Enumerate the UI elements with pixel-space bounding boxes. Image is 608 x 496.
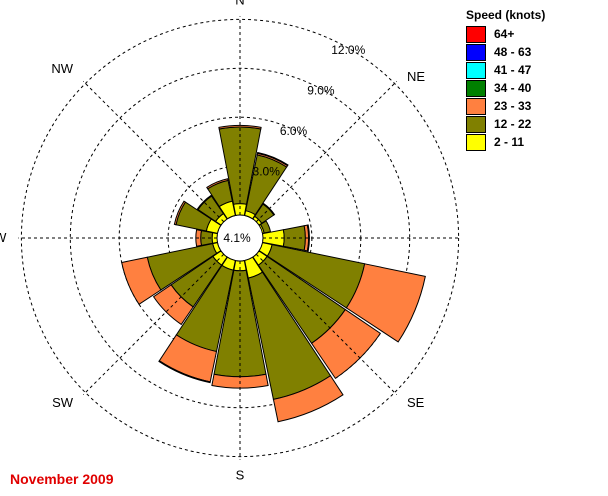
calm-label: 4.1% — [223, 231, 251, 245]
direction-label-se: SE — [407, 395, 425, 410]
legend-label: 23 - 33 — [494, 99, 532, 113]
legend-row: 41 - 47 — [466, 61, 545, 79]
sector-112.5-23-33 — [345, 263, 426, 343]
sector-202.5-34-40 — [158, 360, 211, 384]
legend-label: 48 - 63 — [494, 45, 532, 59]
legend-row: 48 - 63 — [466, 43, 545, 61]
wind-rose-chart: NNEESESSWWNW3.0%6.0%9.0%12.0%4.1% — [0, 0, 460, 483]
sector-45-23-33 — [262, 202, 276, 216]
legend-label: 34 - 40 — [494, 81, 532, 95]
direction-label-nw: NW — [51, 61, 73, 76]
footer-date-label: November 2009 — [10, 471, 114, 487]
legend-rows: 64+ 48 - 63 41 - 47 34 - 40 23 - 33 12 - 22 2 … — [466, 25, 545, 151]
legend-swatch — [466, 25, 486, 43]
spoke-315 — [82, 80, 225, 223]
sector-22.5-64+ — [256, 151, 289, 167]
legend-swatch — [466, 61, 486, 79]
legend-swatch — [466, 43, 486, 61]
direction-label-w: W — [0, 230, 7, 245]
direction-label-ne: NE — [407, 69, 425, 84]
legend-label: 12 - 22 — [494, 117, 532, 131]
legend-row: 12 - 22 — [466, 115, 545, 133]
legend-row: 64+ — [466, 25, 545, 43]
legend: Speed (knots) 64+ 48 - 63 41 - 47 34 - 40 23… — [466, 8, 545, 151]
ring-label-3: 12.0% — [331, 43, 365, 57]
ring-label-1: 6.0% — [280, 124, 308, 138]
sector-90-34-40 — [306, 224, 310, 252]
ring-label-2: 9.0% — [307, 83, 335, 97]
sector-337.5-23-33 — [206, 178, 229, 190]
legend-swatch — [466, 133, 486, 151]
legend-swatch — [466, 115, 486, 133]
sector-0-23-33 — [218, 124, 262, 130]
legend-label: 64+ — [494, 27, 515, 41]
ring-label-0: 3.0% — [253, 164, 281, 178]
direction-label-n: N — [235, 0, 244, 7]
legend-title: Speed (knots) — [466, 8, 546, 22]
legend-label: 2 - 11 — [494, 135, 525, 149]
labels-layer: NNEESESSWWNW3.0%6.0%9.0%12.0%4.1% — [0, 0, 425, 483]
legend-swatch — [466, 79, 486, 97]
legend-row: 2 - 11 — [466, 133, 545, 151]
sector-292.5-23-33 — [173, 200, 187, 226]
legend-label: 41 - 47 — [494, 63, 532, 77]
direction-label-s: S — [236, 468, 245, 483]
legend-swatch — [466, 97, 486, 115]
legend-row: 23 - 33 — [466, 97, 545, 115]
direction-label-sw: SW — [52, 395, 74, 410]
sector-225-23-33 — [152, 284, 194, 326]
spoke-45 — [255, 80, 398, 223]
sector-157.5-23-33 — [272, 375, 344, 423]
legend-row: 34 - 40 — [466, 79, 545, 97]
sector-247.5-23-33 — [121, 256, 162, 306]
ring-3 — [20, 18, 460, 458]
sector-315-23-33 — [196, 194, 213, 211]
